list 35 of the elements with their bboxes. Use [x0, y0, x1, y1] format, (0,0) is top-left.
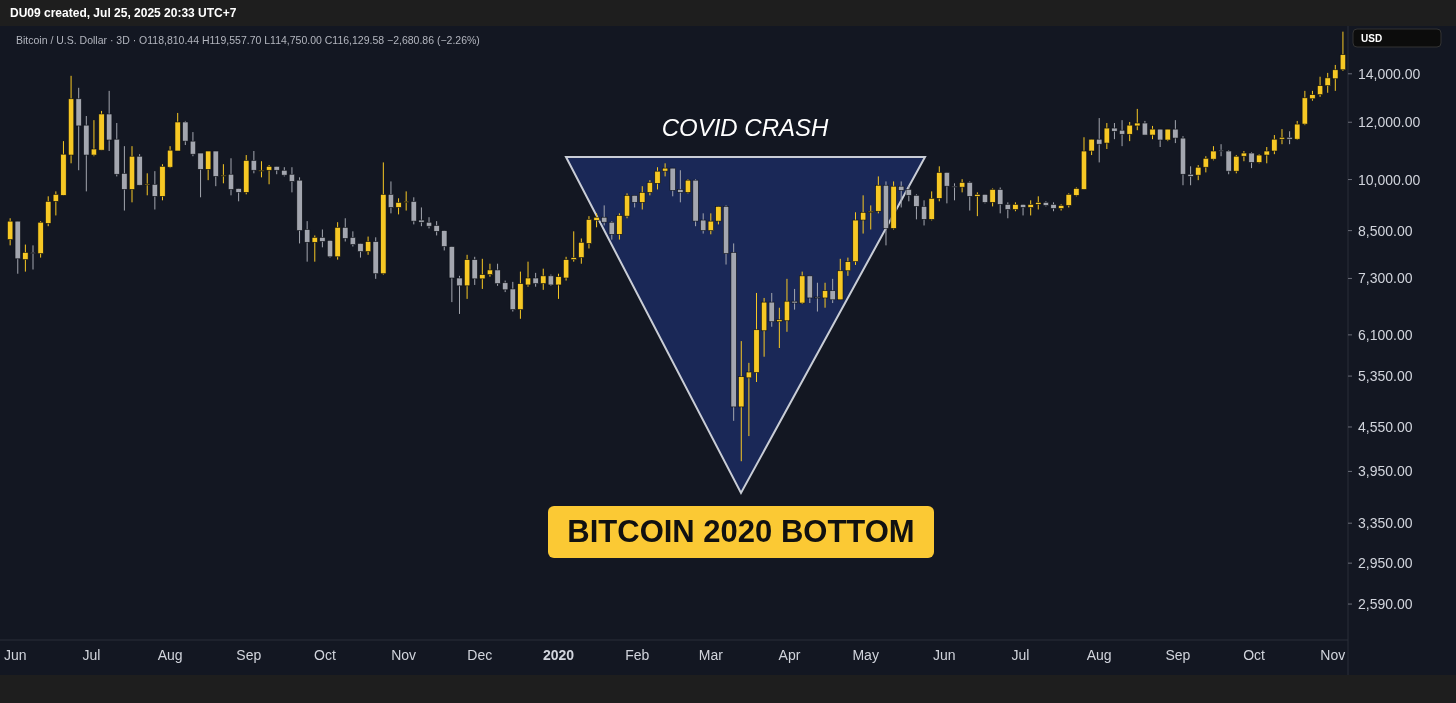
x-tick-label: Jun — [933, 647, 956, 663]
x-tick-label: Mar — [698, 647, 724, 663]
y-tick-label: 12,000.00 — [1358, 114, 1421, 131]
x-tick-label: Sep — [236, 647, 262, 663]
x-tick-label: Sep — [1165, 647, 1191, 663]
x-tick-label: May — [852, 647, 879, 663]
x-tick-label: Dec — [467, 647, 493, 663]
x-tick-label: Nov — [391, 647, 417, 663]
x-tick-label: Jul — [82, 647, 101, 663]
annotation: BITCOIN 2020 BOTTOM — [567, 514, 915, 549]
y-tick-label: 2,950.00 — [1358, 555, 1413, 572]
x-tick-label: 2020 — [542, 647, 575, 663]
x-tick-label: Aug — [157, 647, 183, 663]
x-tick-label: Jun — [3, 647, 27, 663]
y-tick-label: 4,550.00 — [1358, 418, 1413, 435]
x-tick-label: Jul — [1011, 647, 1030, 663]
x-tick-label: Nov — [1320, 647, 1346, 663]
x-tick-label: Aug — [1086, 647, 1112, 663]
x-tick-label: Feb — [625, 647, 650, 663]
annotation: COVID CRASH — [661, 114, 830, 141]
x-tick-label: Apr — [778, 647, 801, 663]
y-tick-label: 3,950.00 — [1358, 463, 1413, 480]
y-tick-label: 6,100.00 — [1358, 326, 1413, 343]
y-tick-label: 3,350.00 — [1358, 515, 1413, 532]
chart-subtitle: DU09 created, Jul 25, 2025 20:33 UTC+7 — [10, 6, 237, 20]
y-tick-label: 7,300.00 — [1358, 270, 1413, 287]
y-tick-label: 2,590.00 — [1358, 596, 1413, 613]
y-tick-label: 14,000.00 — [1358, 65, 1421, 82]
y-tick-label: 10,000.00 — [1358, 171, 1421, 188]
x-tick-label: Oct — [1243, 647, 1266, 663]
text: Bitcoin / U.S. Dollar · 3D · O118,810.44 H119,557.70 L114,750.00 C116,129.58 −2,680.86 (−2.26%) — [16, 34, 480, 46]
y-tick-label: 5,350.00 — [1358, 368, 1413, 385]
y-axis-title: USD — [1361, 32, 1383, 44]
y-tick-label: 8,500.00 — [1358, 222, 1413, 239]
x-tick-label: Oct — [314, 647, 336, 663]
